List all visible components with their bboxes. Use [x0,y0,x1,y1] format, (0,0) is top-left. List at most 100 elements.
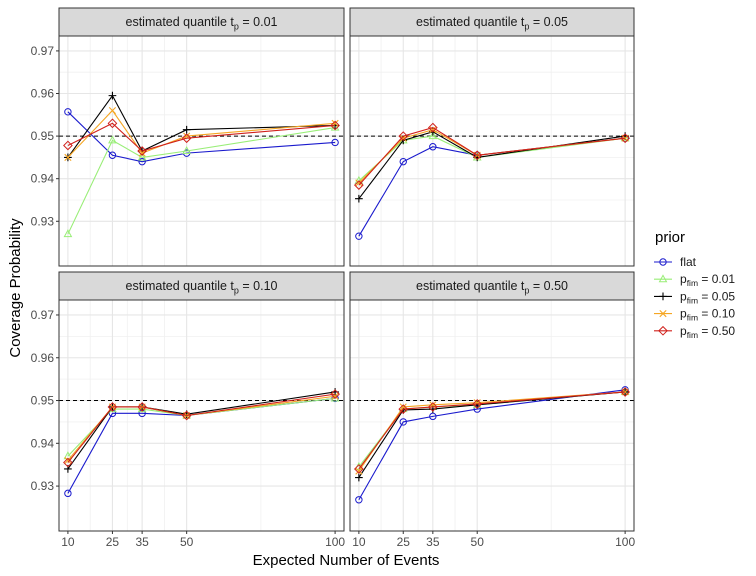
data-point [64,456,72,465]
panel-background [350,36,634,266]
data-point [355,473,363,482]
data-point [108,135,117,144]
x-tick-label: 100 [615,535,635,549]
panel-border [58,299,345,532]
data-point [355,467,363,475]
panel-title: estimated quantile tp = 0.10 [126,279,278,296]
series-line [67,393,336,463]
data-point [427,122,438,133]
data-point [181,410,192,421]
panel-background [350,300,634,531]
data-point [620,133,630,144]
panel-background [59,36,344,266]
data-point [429,412,437,421]
series-1 [64,108,339,166]
data-point [620,387,630,397]
data-point [182,146,192,155]
data-point [63,229,73,238]
legend-label: pfim = 0.01 [680,272,735,288]
series-line [358,126,626,186]
data-point [64,108,72,116]
series-line [67,111,336,163]
gridlines [350,300,634,531]
y-axis-title: Coverage Probability [7,218,24,358]
panel-title: estimated quantile tp = 0.05 [416,15,568,32]
data-point [355,232,363,240]
data-point [427,402,438,412]
data-point [137,152,147,161]
data-point [137,402,147,412]
panel-border [58,35,345,267]
data-point [64,489,72,498]
panel-border [349,35,635,267]
data-point [399,134,407,142]
data-point [429,143,437,151]
axes: 0.93 0.94 0.95 0.96 0.97 0.93 0.94 0.95 0.96 0.97… [31,44,636,549]
legend-key-marker [658,274,668,283]
panel-2: estimated quantile tp = 0.05 [349,7,635,267]
data-point [107,118,118,129]
data-point [354,180,364,190]
data-point [620,133,630,142]
data-point [182,125,191,134]
data-point [355,194,363,203]
data-point [108,151,117,159]
x-axis-title: Expected Number of Events [253,552,440,569]
data-point [330,120,340,131]
legend-label: pfim = 0.50 [680,324,735,340]
data-point [429,126,437,134]
panel-title: estimated quantile tp = 0.01 [126,15,278,32]
data-point [64,153,72,161]
data-point [398,131,409,141]
x-tick-label: 35 [135,535,149,549]
y-tick-label: 0.97 [31,44,55,58]
panel-strip [58,7,345,37]
series-5 [354,122,630,190]
x-tick-label: 50 [180,535,194,549]
legend-title: prior [655,229,685,246]
x-tick-label: 25 [106,535,120,549]
data-point [330,389,340,399]
y-tick-label: 0.93 [31,214,55,228]
panel-border [349,299,635,532]
y-tick-label: 0.94 [31,436,55,450]
data-point [137,146,147,156]
series-5 [354,387,630,474]
y-tick-label: 0.94 [31,172,55,186]
panel-3: estimated quantile tp = 0.10 [58,271,345,532]
data-point [472,399,483,409]
panel-strip [58,271,345,301]
x-tick-label: 10 [61,535,75,549]
panel-strip [349,7,635,37]
panel-4: estimated quantile tp = 0.50 [349,271,635,532]
legend-key-marker [659,292,667,301]
legend-key-marker [659,258,667,266]
panel-1: estimated quantile tp = 0.01 [58,7,345,267]
x-tick-label: 35 [426,535,440,549]
series-line [358,391,626,470]
data-point [355,179,363,187]
data-point [181,133,192,144]
legend-entry: pfim = 0.50 [654,324,735,340]
panel-background [59,300,344,531]
x-tick-label: 10 [352,535,366,549]
series-line [67,122,336,152]
legend-label: pfim = 0.10 [680,307,735,323]
data-point [428,131,438,140]
legend-entry: pfim = 0.05 [654,289,735,305]
data-point [63,457,73,468]
legend-entry: flat [654,255,697,269]
data-point [108,106,117,115]
legend-key-marker [659,310,667,318]
data-point [138,157,146,166]
gridlines [350,36,634,266]
legend-entry: pfim = 0.10 [654,307,735,323]
series-5 [63,389,340,468]
legend-label: pfim = 0.05 [680,289,735,305]
x-tick-label: 100 [325,535,345,549]
y-tick-label: 0.95 [31,394,55,408]
data-point [473,399,481,407]
panels: estimated quantile tp = 0.01 estimated qu… [58,7,635,532]
